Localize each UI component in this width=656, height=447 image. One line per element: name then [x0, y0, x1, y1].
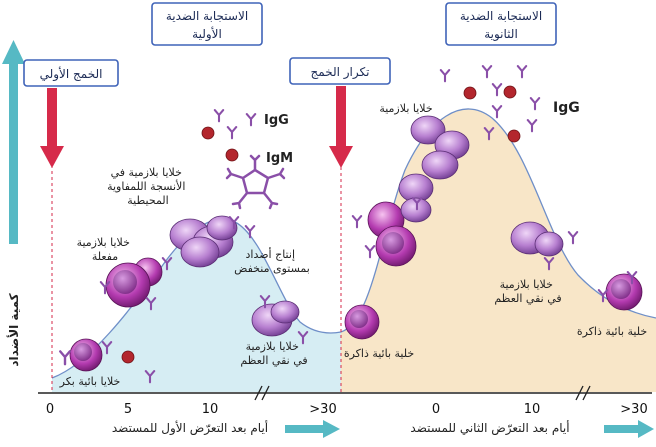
activated-plasma-label: خلايا بلازمية مفعلة: [77, 236, 134, 263]
primary-infection-marker: الخمج الأولي: [23, 59, 119, 168]
tick-primary-5: 5: [124, 402, 132, 417]
y-axis-label: كمية الأضداد: [6, 293, 21, 366]
primary-response-box: الاستجابة الضدية الأولية: [151, 2, 263, 46]
primary-response-line1: الاستجابة الضدية: [166, 9, 248, 23]
y-axis-arrow: [2, 40, 25, 244]
x-label-secondary: أيام بعد التعرّض الثاني للمستضد: [410, 420, 569, 436]
secondary-response-box: الاستجابة الضدية الثانوية: [445, 2, 557, 46]
memory-b-cell-left-label: خلية بائية ذاكرة: [344, 347, 414, 360]
tick-primary-30: >30: [309, 402, 336, 417]
primary-response-area: [52, 219, 341, 392]
x-arrow-secondary: [604, 420, 654, 438]
memory-b-cell-right-graphic: [605, 273, 643, 311]
secondary-response-line2: الثانوية: [484, 27, 518, 42]
x-label-primary: أيام بعد التعرّض الأول للمستضد: [112, 420, 268, 436]
igg-secondary-label: IgG: [553, 100, 580, 116]
plasma-cell-marrow-secondary: [510, 221, 564, 257]
memory-b-cell-right-label: خلية بائية ذاكرة: [577, 325, 647, 338]
secondary-b-cells: [367, 201, 417, 267]
repeat-infection-arrow: [336, 86, 346, 148]
plasma-marrow-secondary-label: خلايا بلازمية في نقي العظم: [494, 278, 561, 305]
low-production-label: إنتاج أضداد بمستوى منخفض: [234, 247, 310, 275]
tick-secondary-30: >30: [620, 402, 647, 417]
tick-primary-0: 0: [46, 402, 54, 417]
plasma-cell-marrow-primary: [251, 300, 300, 337]
primary-infection-label: الخمج الأولي: [40, 66, 103, 82]
igg-primary-label: IgG: [264, 113, 289, 128]
plasma-marrow-primary-label: خلايا بلازمية في نقي العظم: [240, 340, 307, 367]
memory-b-cell-left-graphic: [344, 304, 380, 340]
plasma-cell-cluster-lymphoid: [169, 215, 238, 268]
activated-plasma-cells: [105, 257, 163, 308]
igm-label: IgM: [266, 151, 293, 166]
plasma-lymphoid-label: خلايا بلازمية في الأنسجة اللمفاوية المحي…: [107, 166, 189, 207]
tick-secondary-0: 0: [432, 402, 440, 417]
igm-pentamer: [225, 154, 286, 210]
axis-break-right: [575, 385, 591, 401]
plasma-secondary-label: خلايا بلازمية: [379, 102, 432, 115]
antigens: [121, 85, 521, 364]
repeat-infection-label: تكرار الخمج: [311, 65, 370, 80]
secondary-response-line1: الاستجابة الضدية: [460, 9, 542, 23]
primary-infection-arrow: [47, 88, 57, 148]
axis-break-left: [254, 385, 270, 401]
plasma-cell-cluster-secondary: [398, 115, 470, 223]
tick-secondary-10: 10: [524, 402, 541, 417]
tick-primary-10: 10: [202, 402, 219, 417]
repeat-infection-marker: تكرار الخمج: [289, 57, 391, 168]
primary-response-line2: الأولية: [192, 26, 222, 42]
virgin-b-cell-label: خلايا بائية بكر: [59, 375, 121, 388]
x-arrow-primary: [285, 420, 340, 438]
virgin-b-cell: [69, 338, 103, 372]
